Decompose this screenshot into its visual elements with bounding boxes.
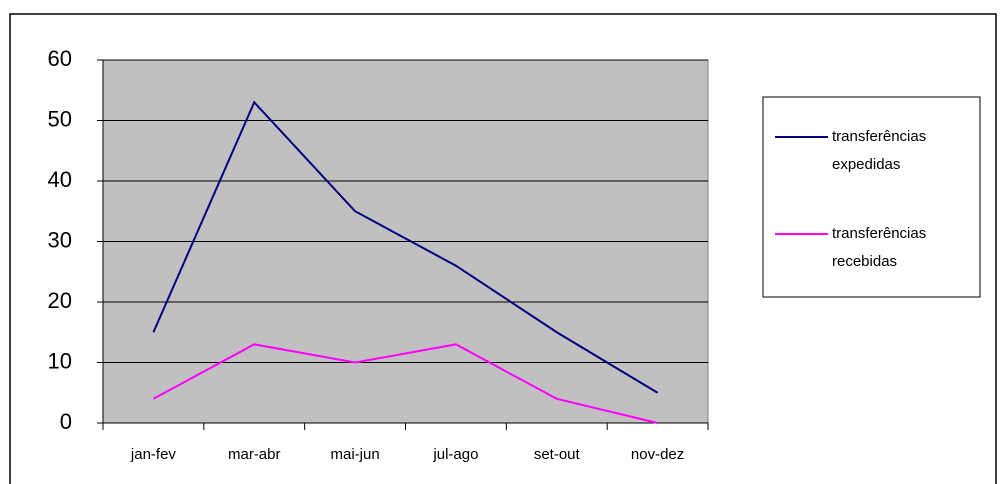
legend-box (762, 96, 981, 298)
y-tick-label: 20 (48, 288, 72, 313)
y-tick-label: 0 (60, 409, 72, 434)
series-line (152, 343, 658, 424)
y-tick-label: 10 (48, 348, 72, 373)
y-tick-label: 50 (48, 106, 72, 131)
y-tick-label: 60 (48, 46, 72, 71)
x-tick-label: mai-jun (330, 446, 379, 463)
series-line (152, 100, 659, 394)
legend-label: transferências expedidas (832, 128, 926, 173)
legend-label: transferências recebidas (832, 225, 926, 270)
x-tick-label: jul-ago (432, 446, 478, 463)
y-tick-label: 30 (48, 227, 72, 252)
x-tick-label: jan-fev (130, 446, 177, 463)
x-tick-label: set-out (534, 446, 581, 463)
y-tick-label: 40 (48, 167, 72, 192)
x-tick-label: mar-abr (228, 446, 281, 463)
x-tick-label: nov-dez (631, 446, 684, 463)
